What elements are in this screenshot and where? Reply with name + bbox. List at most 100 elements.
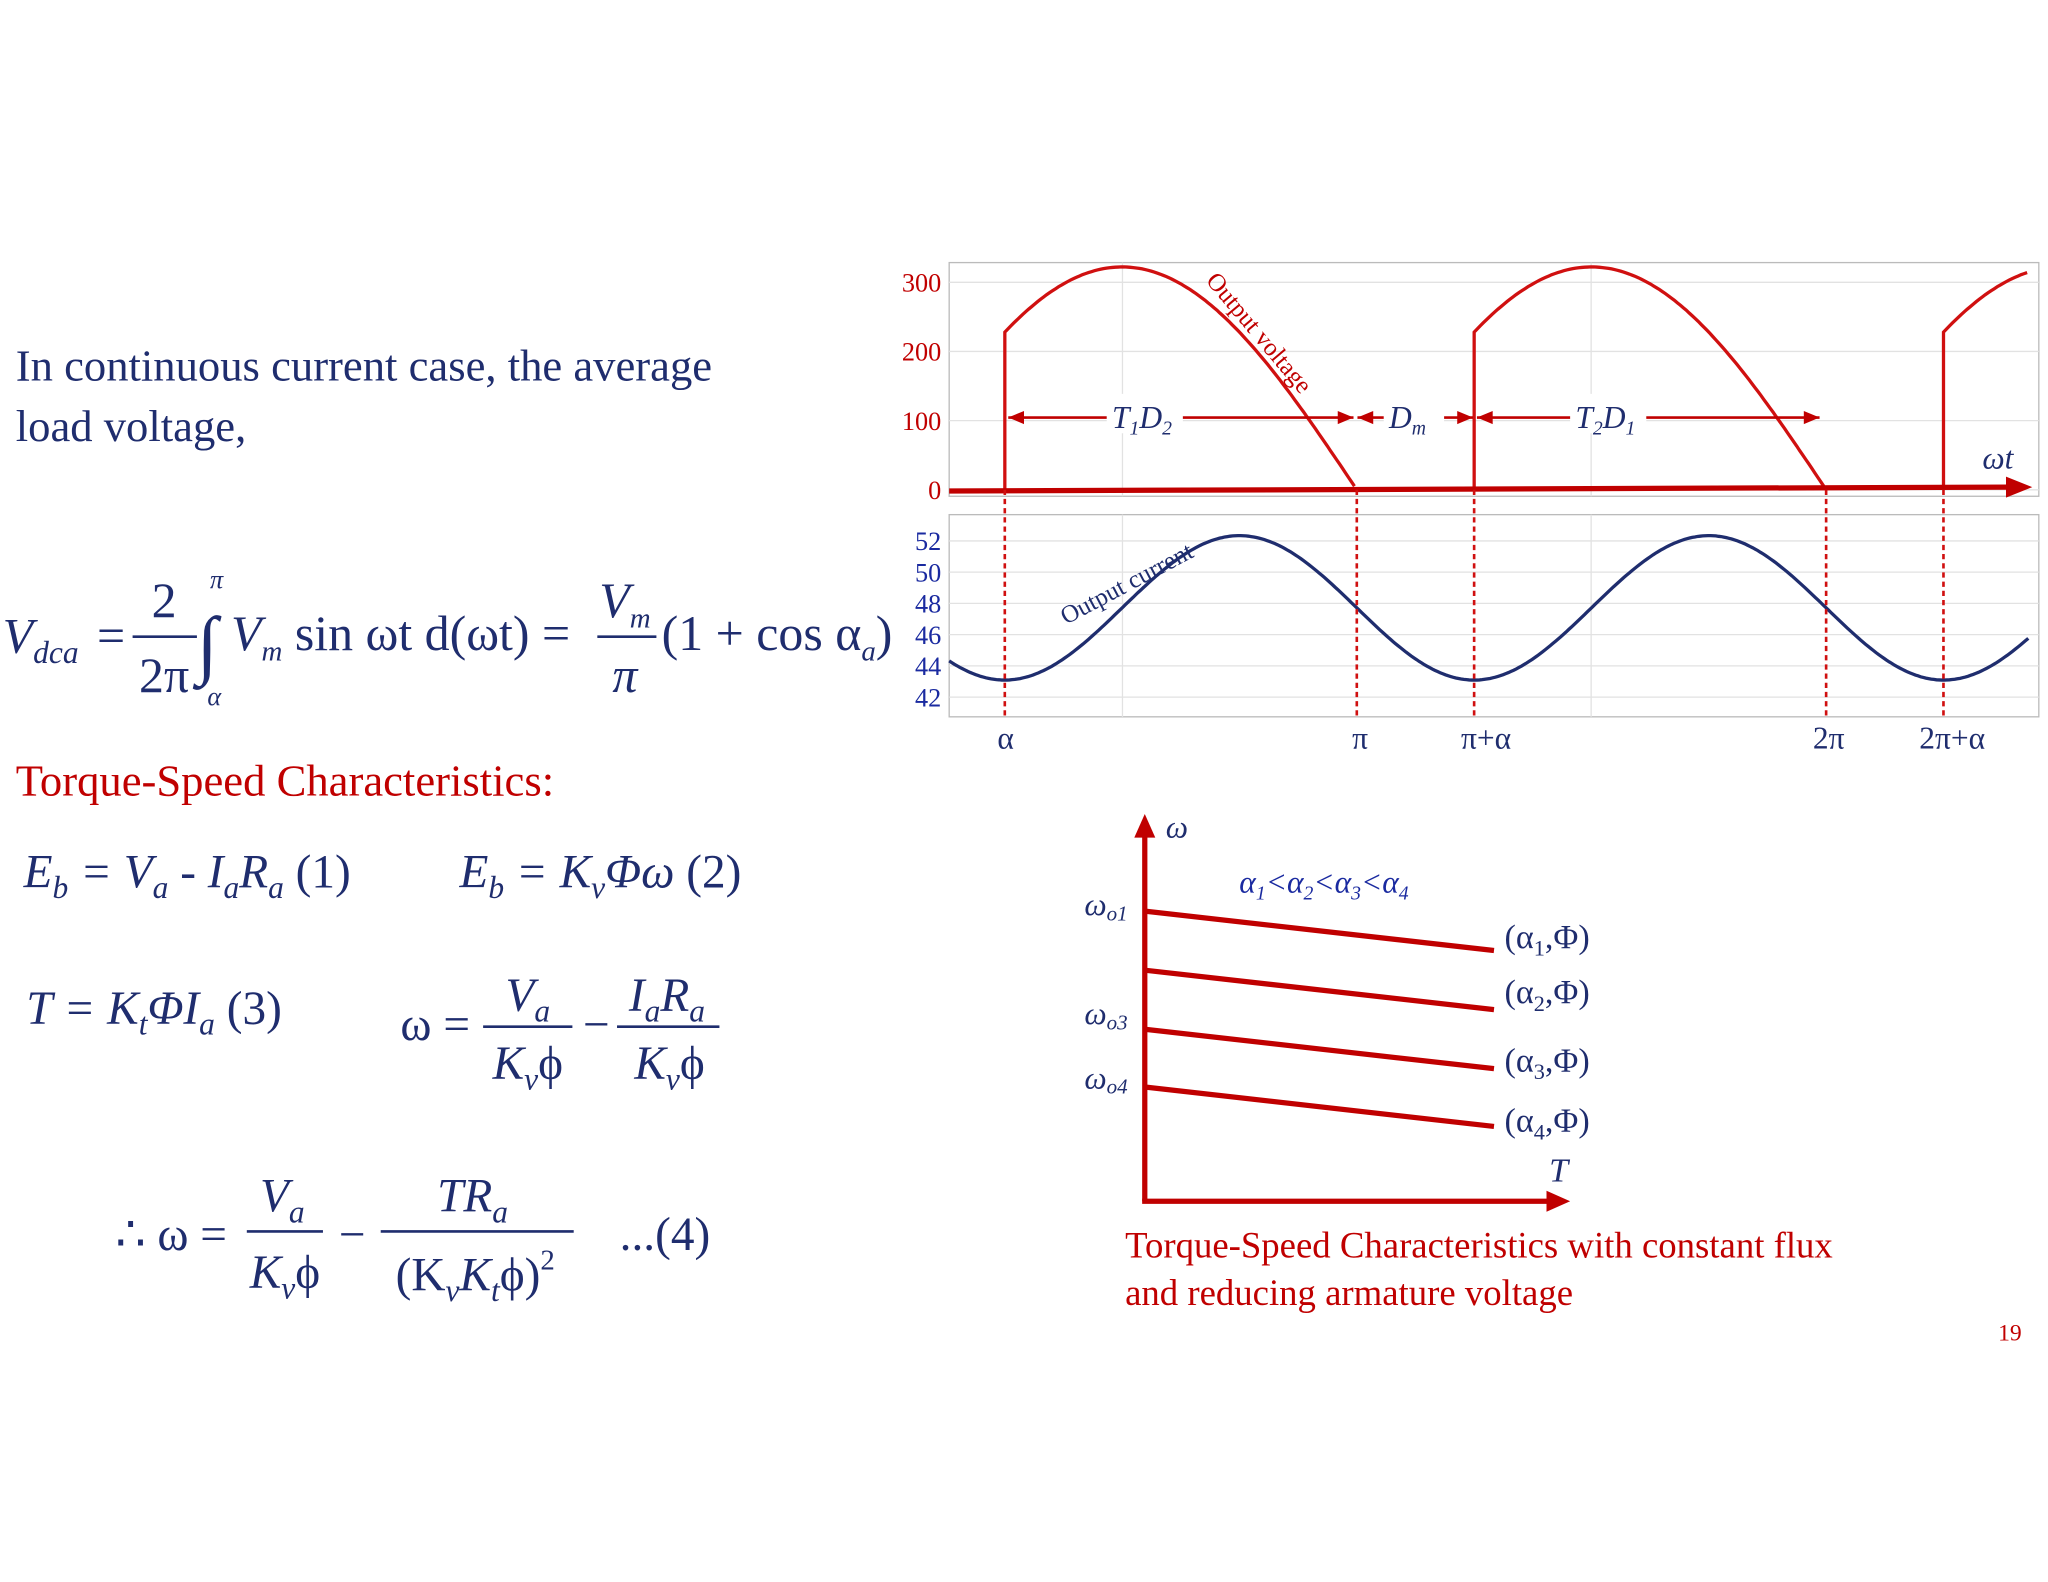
omega-label-part: o1 (1107, 901, 1128, 925)
equation-2-part: Φω (605, 846, 674, 898)
equation-4: ∴ ω = Va Kvϕ − TRa (KvKtϕ)2 ...(4) (116, 1171, 711, 1308)
eq-tail-part: a (861, 635, 875, 667)
arrow-head (1008, 410, 1024, 425)
torque-speed-plot: ω T α1<α2<α3<α4 Torque-Speed Characteris… (1084, 810, 1832, 1313)
speed-line (1144, 1084, 1495, 1130)
curve-label-part: 1 (1534, 936, 1545, 961)
equation-1-part: - I (168, 846, 225, 898)
fraction-denominator: 2π (139, 648, 189, 703)
equation-3-part: t (139, 1007, 149, 1042)
arrow-head (1357, 410, 1374, 425)
fraction-numerator: TRa (437, 1171, 508, 1230)
fraction-numerator-part: V (260, 1171, 294, 1223)
omega-label-part: o3 (1107, 1010, 1128, 1034)
equation-2: Eb = KvΦω (2) (458, 846, 741, 905)
fraction-denominator-part: ϕ (295, 1247, 320, 1299)
eq-tail-part: (1 + cos α (662, 606, 862, 661)
fraction-denominator-part: v (281, 1270, 295, 1305)
fraction-denominator-part: 2 (540, 1245, 554, 1277)
fraction-denominator-part: K (458, 1250, 493, 1302)
curve-label-part: (α (1504, 1103, 1533, 1140)
equation-2-part: (2) (674, 846, 741, 898)
equation-2-part: b (488, 870, 504, 905)
fraction-numerator: IaRa (628, 970, 705, 1029)
equation-1-part: a (223, 870, 239, 905)
fraction-numerator-part: a (534, 993, 550, 1028)
interval-label-part: D (1138, 400, 1162, 435)
condition-part: 1 (1256, 882, 1266, 904)
fraction-numerator: 2 (152, 573, 177, 628)
fraction-numerator-part: m (630, 603, 651, 635)
curve-label: (α4,Φ) (1504, 1103, 1589, 1145)
fraction-denominator-part: v (666, 1062, 680, 1097)
fraction-numerator: Va (505, 970, 550, 1029)
label-background (1383, 393, 1445, 434)
fraction-denominator-part: K (633, 1038, 668, 1090)
speed-line (1144, 1026, 1495, 1072)
omega-label: ωo1 (1084, 887, 1127, 925)
x-label: π (1352, 720, 1368, 755)
y-tick-label: 46 (915, 621, 941, 650)
axis-label: ωt (1982, 441, 2014, 476)
integrand: Vm sin ωt d(ωt) = (231, 606, 570, 668)
curve-label-part: (α (1504, 1042, 1533, 1079)
interval-label-part: 1 (1129, 418, 1139, 440)
arrow-head (1546, 1190, 1571, 1212)
equation-3: T = KtΦIa (3) (26, 983, 282, 1042)
y-tick-label: 0 (928, 476, 941, 505)
speed-equation: ω = Va Kvϕ − IaRa Kvϕ (400, 970, 720, 1097)
equation-2-part: v (591, 870, 605, 905)
fraction-numerator-part: a (689, 993, 705, 1028)
condition-part: <α (1313, 865, 1352, 900)
arrow-head (1803, 410, 1820, 425)
fraction-denominator: π (612, 648, 639, 703)
speed-line (1144, 967, 1495, 1013)
fraction-denominator-part: K (249, 1247, 284, 1299)
omega-label: ωo4 (1084, 1060, 1128, 1098)
eq-tail: (1 + cos αa) (662, 606, 893, 668)
fraction-numerator-part: I (628, 970, 647, 1022)
x-label: 2π (1813, 720, 1845, 755)
y-tick-label: 50 (915, 558, 941, 587)
equation-3-part: T = K (26, 983, 141, 1035)
fraction-denominator-part: t (491, 1273, 501, 1308)
interval-label: T1D2 (1112, 400, 1172, 440)
arrow-head (2005, 476, 2033, 498)
current-label: Output current (1056, 538, 1198, 630)
x-axis (949, 484, 2009, 494)
interval-label: T2D1 (1575, 400, 1635, 440)
voltage-panel (948, 261, 2040, 497)
fraction-numerator-part: a (492, 1194, 508, 1229)
omega-label-part: ω (1084, 1060, 1106, 1095)
integrand-part: sin ωt d(ωt) = (282, 606, 570, 661)
fraction-denominator-part: ϕ) (500, 1250, 541, 1302)
curve-label-part: ,Φ) (1545, 1042, 1590, 1079)
equation-1: Eb = Va - IaRa (1) (23, 846, 351, 905)
omega-label: ωo3 (1084, 996, 1127, 1034)
integral-sign: ∫ (192, 603, 222, 691)
fraction-denominator-part: v (524, 1062, 538, 1097)
speed-line (1144, 908, 1495, 954)
y-tick-label: 44 (915, 652, 941, 681)
intro-line: load voltage, (16, 401, 247, 451)
x-label: 2π+α (1919, 720, 1985, 755)
heading: Torque-Speed Characteristics: (16, 756, 554, 806)
equation-2-part: E (458, 846, 488, 898)
condition-part: 2 (1303, 882, 1313, 904)
x-axis-label: T (1549, 1153, 1570, 1190)
equation-1-part: (1) (284, 846, 351, 898)
arrow-head (1476, 410, 1493, 425)
fraction-numerator: Vm (599, 573, 650, 635)
eq-tail-part: ) (876, 606, 893, 661)
omega-label-part: ω (1084, 887, 1106, 922)
interval-label-part: T (1112, 400, 1132, 435)
minus-sign: − (583, 999, 610, 1051)
fraction-denominator-part: ϕ (680, 1038, 705, 1090)
fraction-denominator-part: ϕ (538, 1038, 563, 1090)
curve-label-part: (α (1504, 919, 1533, 956)
y-tick-label: 48 (915, 590, 941, 619)
y-tick-label: 52 (915, 527, 941, 556)
minus-sign: − (339, 1209, 366, 1261)
